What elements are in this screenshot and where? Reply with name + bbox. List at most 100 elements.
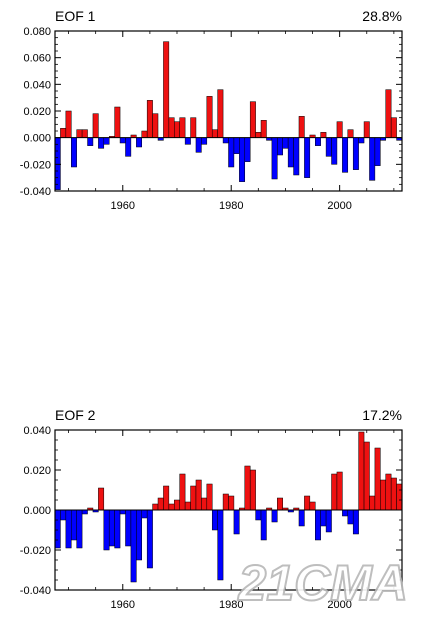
eof2-bar-1962: [130, 509, 137, 583]
eof1-bar-1993: [298, 116, 305, 138]
eof2-bar-1966: [152, 503, 159, 511]
eof1-bar-2009: [385, 89, 392, 138]
eof1-bar-1969: [168, 117, 175, 138]
eof1-bar-1985: [255, 132, 262, 138]
eof2-bar-1974: [195, 479, 202, 511]
eof2-bar-2007: [374, 447, 381, 511]
eof1-bar-1983: [244, 137, 251, 162]
eof2-bar-2005: [363, 441, 370, 511]
eof1-bar-1959: [114, 106, 121, 138]
eof2-bar-1984: [249, 469, 256, 511]
eof2-bar-1950: [65, 509, 72, 549]
eof1-ytick-label: -0.040: [20, 186, 51, 198]
eof1-variance: 28.8%: [362, 8, 402, 24]
eof1-panel: EOF 1 28.8% -0.040 -0.020 0.000 0.020 0.040 0…: [20, 8, 403, 212]
eof2-bar-1999: [331, 473, 338, 511]
eof2-ytick-label: 0.020: [23, 465, 51, 477]
eof2-bar-1985: [255, 509, 262, 521]
eof2-bar-1963: [136, 509, 143, 561]
eof2-bar-1983: [244, 465, 251, 511]
eof1-bar-1949: [60, 128, 67, 138]
eof2-bar-1977: [211, 509, 218, 531]
eof2-ytick-label: 0.000: [23, 505, 51, 517]
eof2-bar-2000: [336, 471, 343, 511]
eof2-bar-1973: [190, 485, 197, 511]
eof2-bar-1968: [163, 485, 170, 511]
eof2-bar-1957: [103, 509, 110, 551]
eof2-bar-1989: [277, 497, 283, 511]
eof2-bar-1981: [233, 509, 240, 535]
eof1-ytick-label: 0.000: [23, 133, 51, 145]
eof2-bar-1996: [315, 509, 321, 541]
eof1-bar-1997: [320, 132, 327, 138]
eof2-bar-2001: [342, 509, 349, 517]
eof2-bar-1978: [217, 509, 224, 581]
eof2-bar-1953: [81, 509, 88, 515]
eof1-bar-1992: [293, 137, 300, 176]
eof1-bar-1988: [271, 137, 278, 180]
eof1-bar-2005: [363, 121, 370, 138]
eof1-bar-1964: [141, 130, 148, 138]
eof1-bar-1956: [98, 137, 105, 149]
eof1-bar-1984: [249, 101, 256, 138]
eof1-bar-1960: [119, 137, 126, 144]
eof2-bar-1952: [76, 509, 83, 549]
eof1-ytick-label: -0.020: [20, 159, 51, 171]
eof2-bar-1980: [228, 495, 235, 511]
eof2-panel: EOF 2 17.2% -0.040 -0.020 0.000 0.020 0.040 1…: [20, 407, 403, 611]
eof2-xtick-label: 1960: [111, 599, 135, 611]
eof1-bar-2001: [342, 137, 349, 173]
eof1-bar-1973: [190, 117, 197, 138]
eof1-bar-1981: [233, 137, 240, 154]
eof1-bar-2004: [358, 137, 365, 144]
eof2-bar-1995: [309, 501, 316, 511]
eof1-ytick-label: 0.020: [23, 106, 51, 118]
eof1-bar-1966: [152, 113, 159, 138]
eof1-bar-1986: [260, 120, 267, 138]
eof1-bar-2006: [369, 137, 376, 181]
eof1-bar-1955: [92, 113, 99, 138]
eof2-bar-1975: [201, 497, 208, 511]
eof2-title: EOF 2: [55, 407, 96, 423]
eof1-bar-1970: [174, 121, 180, 138]
eof1-bar-1996: [315, 137, 321, 146]
eof1-bar-2000: [336, 121, 343, 138]
eof1-xtick-label: 1960: [111, 200, 135, 212]
eof2-bar-1998: [325, 509, 332, 533]
eof2-bar-2011: [396, 483, 403, 511]
eof1-bar-1998: [325, 137, 332, 157]
eof1-bar-1953: [81, 129, 88, 138]
eof1-bar-2007: [374, 137, 381, 166]
eof1-bar-1991: [287, 137, 294, 168]
eof2-bar-1958: [108, 509, 115, 547]
eof2-bar-1951: [71, 509, 77, 541]
eof1-bar-1971: [179, 117, 186, 138]
eof2-bar-1967: [157, 497, 164, 511]
eof1-bar-1963: [136, 137, 143, 148]
eof2-bar-1988: [271, 509, 278, 523]
eof2-bar-1965: [146, 509, 153, 569]
eof2-bar-1972: [184, 501, 191, 511]
eof1-bar-1976: [206, 96, 213, 138]
eof2-bar-1969: [168, 503, 175, 511]
eof1-bar-1994: [304, 137, 311, 178]
watermark-logo: 21CMA: [238, 555, 408, 611]
eof1-bar-1982: [239, 137, 246, 182]
eof1-bar-1968: [163, 41, 170, 138]
eof1-bar-1950: [65, 110, 72, 138]
eof2-bar-2006: [369, 495, 376, 511]
eof1-bar-1990: [282, 137, 289, 149]
eof2-bar-1961: [125, 509, 132, 547]
eof2-variance: 17.2%: [362, 407, 402, 423]
eof2-xtick-label: 2000: [327, 599, 351, 611]
eof1-xtick-label: 2000: [327, 200, 351, 212]
eof1-bar-1961: [125, 137, 132, 157]
eof1-bar-1974: [195, 137, 202, 153]
eof1-bar-1989: [277, 137, 283, 156]
eof1-bar-1954: [87, 137, 94, 146]
eof1-bar-1999: [331, 137, 338, 165]
eof1-ytick-label: 0.040: [23, 79, 51, 91]
eof1-bar-1957: [103, 137, 110, 145]
eof1-bar-2003: [352, 137, 359, 170]
